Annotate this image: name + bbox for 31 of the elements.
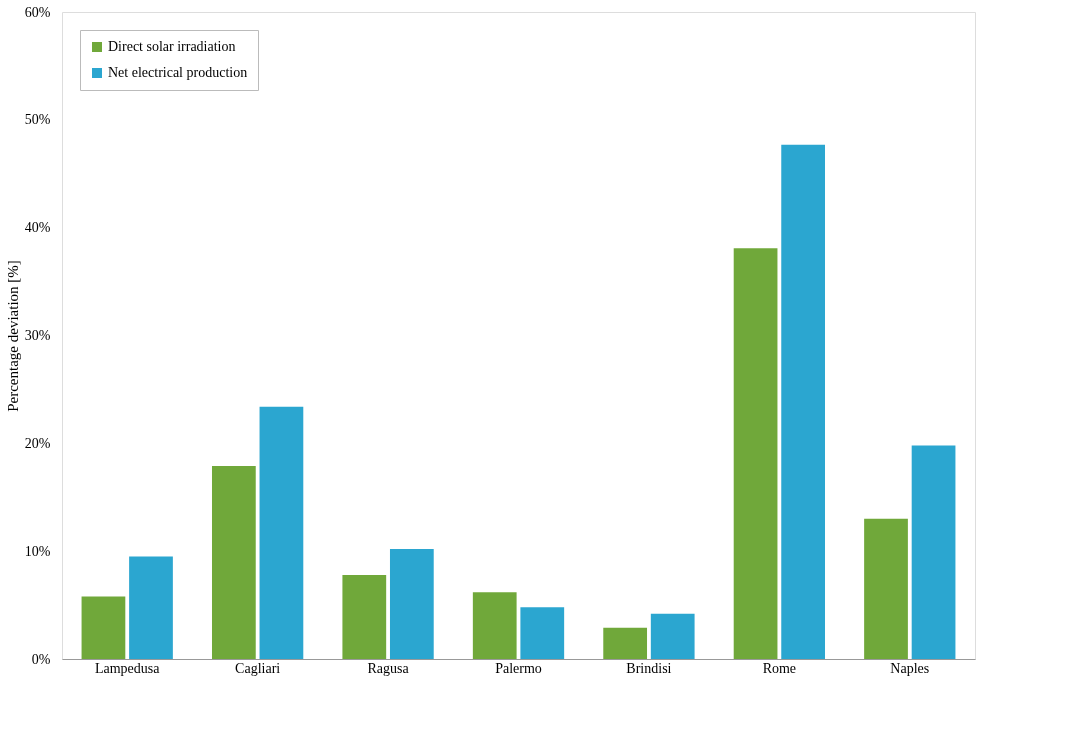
x-tick-label: Palermo [495,660,542,676]
y-tick-label: 50% [24,112,51,128]
x-tick-label: Cagliari [235,660,281,676]
x-tick-label: Rome [762,660,797,676]
bar [211,465,256,659]
bar [129,556,173,659]
bar [911,445,956,659]
bar [389,549,434,659]
bar [603,627,648,659]
bar [81,596,126,659]
bar [472,592,517,659]
bar [733,248,778,659]
x-tick-label: Lampedusa [94,660,161,676]
y-tick-label: 0% [31,651,51,667]
y-axis-title: Percentage deviation [%] [4,260,21,412]
y-tick-label: 20% [24,435,51,451]
legend-label: Net electrical production [108,65,248,80]
bar [342,574,387,659]
bar [520,607,565,659]
y-tick-label: 30% [24,328,51,343]
bar [781,144,826,659]
bar [259,406,304,659]
y-tick-label: 40% [24,220,51,236]
y-tick-label: 10% [24,543,51,559]
bar [864,518,908,659]
y-tick-label: 60% [24,4,51,20]
x-tick-label: Ragusa [367,660,410,676]
bar [650,613,695,659]
x-tick-label: Brindisi [626,660,672,676]
legend-label: Direct solar irradiation [108,39,236,54]
x-tick-label: Naples [890,660,930,676]
